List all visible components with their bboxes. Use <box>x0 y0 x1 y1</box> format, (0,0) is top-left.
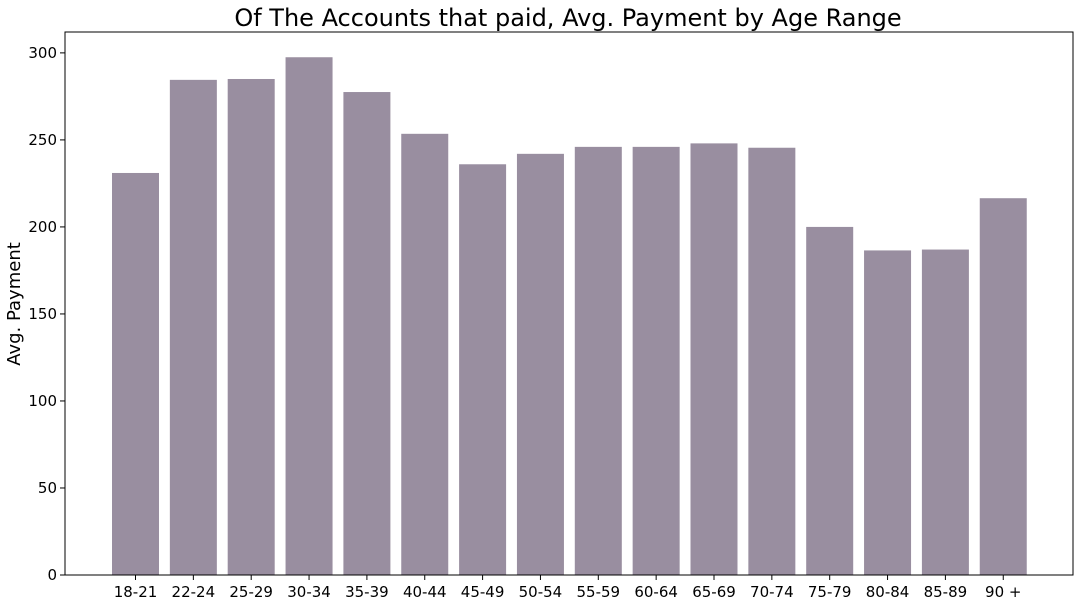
y-tick-label: 100 <box>28 392 57 410</box>
bar-25-29 <box>227 78 275 576</box>
x-tick-label: 65-69 <box>692 583 736 601</box>
bar-70-74 <box>748 147 796 576</box>
bar-35-39 <box>343 92 391 575</box>
y-tick-label: 250 <box>28 131 57 149</box>
y-tick-label: 300 <box>28 44 57 62</box>
y-tick-label: 50 <box>38 479 57 497</box>
plot-frame <box>64 31 1074 576</box>
bar-55-59 <box>574 146 622 575</box>
y-axis-label: Avg. Payment <box>4 242 25 366</box>
bar-65-69 <box>690 143 738 575</box>
bar-18-21 <box>112 172 159 575</box>
chart-title: Of The Accounts that paid, Avg. Payment … <box>234 4 901 32</box>
x-tick-label: 80-84 <box>866 583 910 601</box>
bar-40-44 <box>401 133 449 575</box>
y-tick-label: 0 <box>47 566 57 584</box>
x-tick-label: 50-54 <box>519 583 563 601</box>
bar-75-79 <box>806 226 854 576</box>
x-tick-label: 45-49 <box>461 583 505 601</box>
x-tick-label: 40-44 <box>403 583 447 601</box>
x-tick-label: 85-89 <box>924 583 968 601</box>
x-tick-label: 55-59 <box>577 583 621 601</box>
bar-50-54 <box>516 153 564 575</box>
bar-85-89 <box>921 249 969 576</box>
bars-layer <box>112 57 1027 576</box>
bar-60-64 <box>632 146 680 575</box>
bar-30-34 <box>285 57 333 576</box>
x-tick-label: 18-21 <box>114 583 158 601</box>
y-tick-label: 150 <box>28 305 57 323</box>
x-axis: 18-21 22-24 25-29 30-34 35-39 40-44 45-49 50-54… <box>114 575 1021 601</box>
bar-45-49 <box>459 164 507 575</box>
x-tick-label: 60-64 <box>634 583 678 601</box>
x-tick-label: 25-29 <box>229 583 273 601</box>
x-tick-label: 30-34 <box>287 583 331 601</box>
x-tick-label: 22-24 <box>172 583 216 601</box>
y-axis: 0 50 100 150 200 250 300 <box>28 44 65 584</box>
x-tick-label: 75-79 <box>808 583 852 601</box>
bar-80-84 <box>864 250 912 576</box>
x-tick-label: 35-39 <box>345 583 389 601</box>
x-tick-label: 90 + <box>985 583 1021 601</box>
y-tick-label: 200 <box>28 218 57 236</box>
x-tick-label: 70-74 <box>750 583 794 601</box>
bar-90plus <box>979 198 1027 575</box>
bar-22-24 <box>169 79 217 576</box>
